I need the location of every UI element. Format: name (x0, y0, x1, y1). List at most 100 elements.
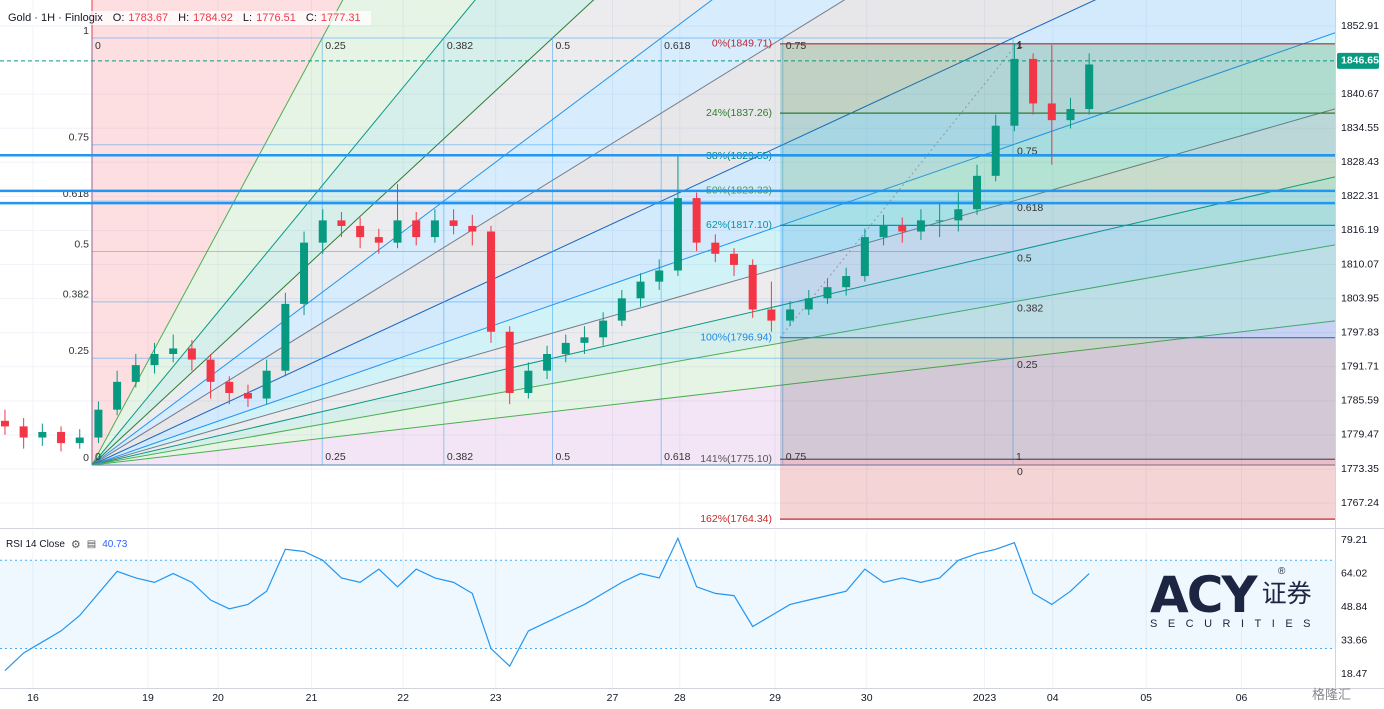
fan-label: 0.25 (325, 40, 346, 52)
x-tick-label: 23 (490, 692, 502, 704)
y-tick-label: 1852.91 (1341, 20, 1379, 32)
candle-body (225, 381, 234, 393)
candle-body (412, 220, 421, 238)
candle-body (543, 354, 552, 371)
fib-label: 141%(1775.10) (700, 453, 772, 465)
x-tick-label: 06 (1236, 692, 1248, 704)
candle-body (486, 231, 495, 332)
candle-body (617, 298, 626, 321)
fan-label: 0.382 (447, 40, 473, 52)
candle-body (1047, 103, 1056, 121)
fib-label: 162%(1764.34) (700, 513, 772, 525)
fan-label: 1 (83, 25, 89, 37)
fib-band (780, 113, 1335, 157)
fan-label: 0.382 (63, 289, 89, 301)
candle-body (57, 431, 66, 444)
y-tick-label: 1810.07 (1341, 258, 1379, 270)
candle-body (505, 331, 514, 393)
candle-body (187, 348, 196, 360)
registered-mark: ® (1278, 566, 1286, 577)
y-tick-label: 1791.71 (1341, 361, 1379, 373)
fan-label: 0.618 (664, 451, 690, 463)
fan-label: 0.5 (1017, 252, 1032, 264)
candles (0, 43, 1094, 452)
y-tick-label: 79.21 (1341, 534, 1367, 546)
fan-label: 0 (1017, 466, 1023, 478)
candle-body (823, 287, 832, 299)
candle-body (1029, 58, 1038, 104)
x-tick-label: 21 (306, 692, 318, 704)
candle-body (524, 370, 533, 393)
y-tick-label: 1816.19 (1341, 224, 1379, 236)
fan-label: 0.75 (69, 132, 90, 144)
fan-label: 0.382 (447, 451, 473, 463)
candle-body (898, 225, 907, 232)
fib-band (780, 459, 1335, 520)
candle-body (954, 209, 963, 221)
fib-retracement (780, 43, 1335, 520)
candle-body (318, 220, 327, 243)
fib-label: 62%(1817.10) (706, 219, 772, 231)
candle-body (356, 225, 365, 238)
y-tick-label: 1803.95 (1341, 292, 1379, 304)
candle-body (879, 225, 888, 238)
fib-band (780, 156, 1335, 191)
candle-body (113, 381, 122, 410)
fan-zone (92, 0, 1335, 465)
delete-icon[interactable]: ▤ (86, 539, 97, 550)
candle-body (243, 392, 252, 399)
fan-label: 0.5 (556, 451, 571, 463)
candle-body (561, 342, 570, 355)
candle-body (767, 309, 776, 321)
fan-label: 0.618 (1017, 202, 1043, 214)
candle-body (281, 303, 290, 371)
candle-body (1066, 109, 1075, 121)
candle-body (169, 348, 178, 355)
x-tick-label: 04 (1047, 692, 1059, 704)
y-tick-label: 1773.35 (1341, 463, 1379, 475)
x-tick-label: 19 (142, 692, 154, 704)
candle-body (131, 365, 140, 382)
fan-label: 0.75 (786, 40, 807, 52)
candle-body (730, 253, 739, 265)
fib-band (780, 337, 1335, 460)
y-tick-label: 1834.55 (1341, 122, 1379, 134)
symbol-title: Gold · 1H · Finlogix (8, 12, 103, 24)
ohlc-value: 1776.51 (256, 12, 296, 24)
axis-background (1335, 0, 1384, 709)
x-tick-label: 16 (27, 692, 39, 704)
candle-body (935, 220, 944, 222)
x-tick-label: 05 (1140, 692, 1152, 704)
candle-body (337, 220, 346, 226)
last-price-tag (1337, 52, 1379, 69)
x-tick-label: 29 (769, 692, 781, 704)
x-tick-label: 28 (674, 692, 686, 704)
candle-body (692, 198, 701, 243)
brand-cn: 证券 (1261, 580, 1312, 608)
y-tick-label: 1828.43 (1341, 156, 1379, 168)
settings-icon[interactable]: ⚙ (70, 539, 81, 551)
ohlc-label: C: (305, 12, 317, 24)
x-tick-label: 2023 (973, 692, 997, 704)
fan-label: 1 (1017, 39, 1023, 51)
y-tick-label: 1767.24 (1341, 497, 1379, 509)
rsi-header: RSI 14 Close ⚙ ▤ 40.73 (6, 538, 127, 551)
y-tick-label: 1779.47 (1341, 429, 1379, 441)
rsi-band (0, 560, 1335, 649)
fib-label: 24%(1837.26) (706, 107, 772, 119)
x-tick-label: 20 (212, 692, 224, 704)
y-tick-label: 1785.59 (1341, 395, 1379, 407)
candle-body (19, 426, 28, 438)
candle-body (580, 337, 589, 343)
candle-body (804, 298, 813, 310)
y-tick-label: 33.66 (1341, 634, 1367, 646)
brand: ACY (1150, 566, 1258, 624)
ohlc-value: 1777.31 (320, 12, 361, 24)
fan-label: 0.382 (1017, 303, 1043, 315)
candle-body (94, 409, 103, 438)
candle-body (748, 264, 757, 310)
candle-body (860, 237, 869, 277)
ohlc-label: L: (242, 12, 253, 24)
